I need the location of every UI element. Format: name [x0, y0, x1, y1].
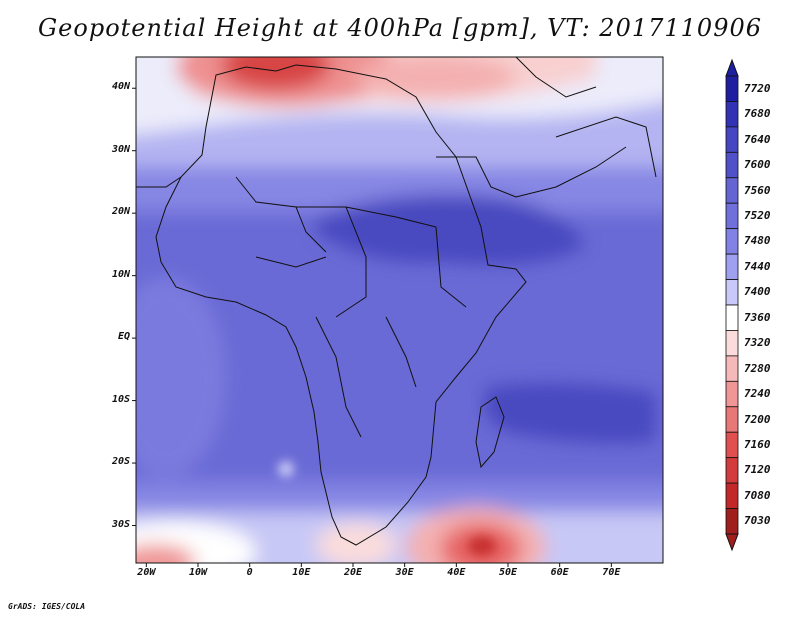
- colorbar-label: 7680: [744, 107, 771, 121]
- y-tick-label: EQ: [117, 331, 130, 343]
- colorbar-label: 7320: [744, 336, 771, 350]
- x-tick-label: 50E: [498, 567, 518, 578]
- x-tick-marks: [145, 563, 612, 567]
- colorbar-box: [725, 431, 739, 459]
- colorbar-box: [725, 151, 739, 179]
- y-tick-label: 40N: [111, 81, 130, 93]
- colorbar-box: [725, 330, 739, 357]
- colorbar-label: 7640: [744, 132, 771, 146]
- colorbar-label: 7440: [744, 259, 771, 273]
- x-tick-label: 10W: [188, 567, 208, 578]
- colorbar-box: [725, 202, 739, 230]
- colorbar-box: [725, 279, 739, 306]
- x-tick-label: 40E: [447, 567, 466, 578]
- colorbar-label: 7400: [744, 285, 771, 299]
- x-tick-label: 70E: [602, 567, 621, 578]
- colorbar-label: 7600: [744, 158, 771, 172]
- coastline-layer: [136, 57, 657, 546]
- x-tick-label: 10E: [292, 567, 311, 578]
- colorbar-box: [725, 457, 739, 484]
- colorbar-box: [725, 508, 739, 535]
- colorbar-label: 7280: [744, 361, 771, 375]
- colorbar-box: [725, 126, 739, 153]
- y-tick-label: 10S: [111, 393, 130, 405]
- y-tick-label: 30N: [111, 143, 130, 155]
- x-tick-label: 20W: [137, 567, 156, 578]
- colorbar-label: 7720: [744, 81, 771, 95]
- colorbar-box: [725, 228, 739, 255]
- grads-credit: GrADS: IGES/COLA: [8, 602, 86, 611]
- colorbar-label: 7520: [744, 208, 771, 222]
- colorbar-box: [725, 406, 739, 433]
- colorbar-top-arrow: [725, 58, 739, 77]
- colorbar-box: [725, 75, 739, 102]
- colorbar-boxes: [725, 58, 739, 552]
- colorbar-box: [725, 304, 739, 331]
- x-tick-label: 0: [246, 567, 253, 578]
- colorbar-label: 7120: [744, 463, 771, 477]
- colorbar-box: [725, 253, 739, 280]
- colorbar-label: 7080: [744, 488, 771, 502]
- colorbar-label: 7560: [744, 183, 771, 197]
- colorbar-label: 7030: [744, 514, 771, 528]
- colorbar-label: 7240: [744, 387, 771, 401]
- chart-title: Geopotential Height at 400hPa [gpm], VT:…: [38, 14, 762, 42]
- height-field: [136, 57, 663, 563]
- x-tick-label: 20E: [343, 567, 363, 578]
- colorbar-box: [725, 482, 739, 509]
- y-tick-marks: [132, 87, 136, 527]
- y-tick-label: 20N: [111, 206, 130, 218]
- map-frame: [136, 57, 663, 563]
- colorbar-label: 7480: [744, 234, 771, 248]
- y-tick-label: 20S: [111, 456, 130, 468]
- colorbar-box: [725, 355, 739, 382]
- colorbar-box: [725, 101, 739, 128]
- colorbar-box: [725, 380, 739, 408]
- colorbar-label: 7160: [744, 437, 771, 451]
- colorbar-label: 7200: [744, 412, 771, 426]
- y-tick-label: 30S: [111, 518, 130, 530]
- x-tick-label: 60E: [550, 567, 569, 578]
- y-tick-label: 10N: [111, 268, 130, 280]
- x-tick-label: 30E: [395, 567, 414, 578]
- colorbar-bottom-arrow: [725, 533, 739, 552]
- colorbar-box: [725, 177, 739, 204]
- colorbar-label: 7360: [744, 310, 771, 324]
- map-svg: [136, 57, 663, 563]
